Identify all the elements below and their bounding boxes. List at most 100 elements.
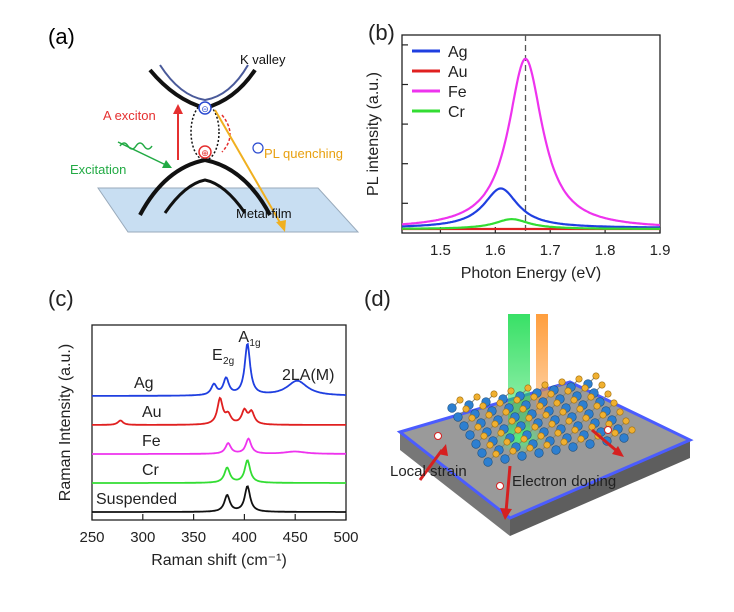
panel-a-svg: (a) ⊝ ⊕ K valley A exciton Excitation PL (48, 24, 360, 233)
panel-b-pl-chart: (b) 1.5 1.6 1.7 1.8 1.9 Photon Energy (eV) PL … (360, 0, 734, 300)
sulfur-atom (507, 387, 515, 395)
sulfur-atom (485, 411, 493, 419)
panel-d-svg: (d) Local strain Electron doping (364, 286, 694, 536)
sulfur-atom (547, 390, 555, 398)
sulfur-atom (479, 402, 487, 410)
panel-d-schematic: (d) Local strain Electron doping (360, 286, 734, 607)
sulfur-atom (598, 381, 606, 389)
a1g-peak-subscript: 1g (249, 338, 260, 349)
sulfur-atom (570, 396, 578, 404)
a1g-peak-label: A (238, 329, 249, 346)
sulfur-atom (490, 390, 498, 398)
metal-atom (568, 442, 578, 452)
sulfur-atom (496, 399, 504, 407)
excitation-arrow (117, 141, 169, 167)
sulfur-atom (530, 393, 538, 401)
sulfur-atom (462, 405, 470, 413)
pl-chart-svg: (b) 1.5 1.6 1.7 1.8 1.9 Photon Energy (eV) PL … (365, 20, 671, 282)
legend-label-cr: Cr (448, 104, 466, 121)
transferred-electron-marker (252, 142, 264, 154)
sulfur-atom (468, 414, 476, 422)
substrate-left-side (400, 432, 510, 536)
sulfur-atom (582, 414, 590, 422)
strain-arrowhead-right (612, 446, 624, 457)
series-label-suspended: Suspended (96, 491, 177, 508)
sulfur-atom (520, 435, 528, 443)
sulfur-atom (553, 399, 561, 407)
sulfur-atom (593, 402, 601, 410)
metal-atom (500, 454, 510, 464)
sulfur-atom (576, 405, 584, 413)
sulfur-atom (492, 450, 500, 458)
a-exciton-label: A exciton (103, 108, 156, 123)
series-line-ag (92, 342, 346, 397)
metal-atom (483, 457, 493, 467)
e2g-peak-label: E (212, 347, 223, 364)
x-tick-label-c: 250 (79, 529, 104, 546)
metal-atom (453, 412, 463, 422)
sulfur-atom (564, 387, 572, 395)
series-label-au: Au (142, 404, 162, 421)
series-line-cr (92, 459, 346, 484)
sulfur-atom (502, 408, 510, 416)
metal-atom (585, 439, 595, 449)
sulfur-atom (497, 429, 505, 437)
series-line-fe (92, 437, 346, 455)
sulfur-atom (474, 423, 482, 431)
x-tick-label-b: 1.7 (540, 242, 561, 259)
substrate-right-side (510, 440, 690, 536)
sulfur-atom (558, 378, 566, 386)
doping-arrowhead-down (500, 508, 512, 520)
sulfur-atom (592, 372, 600, 380)
local-strain-label: Local strain (390, 463, 467, 480)
doping-arrow-down (504, 465, 512, 513)
sulfur-atom (622, 417, 630, 425)
electron-marker-1 (434, 432, 442, 440)
sulfur-atom (575, 375, 583, 383)
sulfur-atom (486, 441, 494, 449)
pl-quenching-arrow (214, 109, 283, 227)
panel-c-raman-chart: (c) 250 300 350 400 450 500 Raman shift (cm⁻¹)… (0, 286, 370, 607)
plot-frame-b (401, 34, 661, 234)
sulfur-atom (542, 411, 550, 419)
sulfur-atom (604, 390, 612, 398)
sulfur-atom (508, 417, 516, 425)
legend-label-fe: Fe (448, 84, 467, 101)
sulfur-atom (611, 429, 619, 437)
series-label-ag: Ag (134, 375, 154, 392)
sulfur-atom (581, 384, 589, 392)
sulfur-atom (610, 399, 618, 407)
excitation-arrowhead (162, 160, 172, 168)
metal-atom (459, 421, 469, 431)
x-tick-label-c: 400 (232, 529, 257, 546)
metal-atom (534, 448, 544, 458)
series-line-fe (401, 57, 660, 227)
sulfur-atom (524, 384, 532, 392)
x-axis-label-c: Raman shift (cm⁻¹) (151, 552, 287, 569)
series-label-fe: Fe (142, 433, 161, 450)
sulfur-atom (519, 405, 527, 413)
sulfur-atom (509, 447, 517, 455)
metal-atom (517, 451, 527, 461)
k-valley-label: K valley (240, 52, 286, 67)
sulfur-atom (531, 423, 539, 431)
pl-quenching-label: PL quenching (264, 146, 343, 161)
conduction-band-inner (159, 64, 249, 102)
pl-quenching-arrowhead (276, 220, 286, 232)
excitation-wave (119, 142, 153, 150)
x-tick-label-b: 1.9 (650, 242, 671, 259)
series-line-ag (401, 187, 660, 229)
y-axis-label-c: Raman Intensity (a.u.) (57, 344, 74, 501)
sulfur-atom (503, 438, 511, 446)
electron-marker (198, 101, 212, 115)
metal-atom (465, 430, 475, 440)
sulfur-atom (536, 402, 544, 410)
x-tick-label-c: 450 (283, 529, 308, 546)
sulfur-atom (587, 393, 595, 401)
series-label-cr: Cr (142, 462, 160, 479)
sulfur-atom (543, 441, 551, 449)
e2g-peak-subscript: 2g (223, 356, 234, 367)
sulfur-atom (456, 396, 464, 404)
sulfur-atom (616, 408, 624, 416)
sulfur-atom (541, 381, 549, 389)
